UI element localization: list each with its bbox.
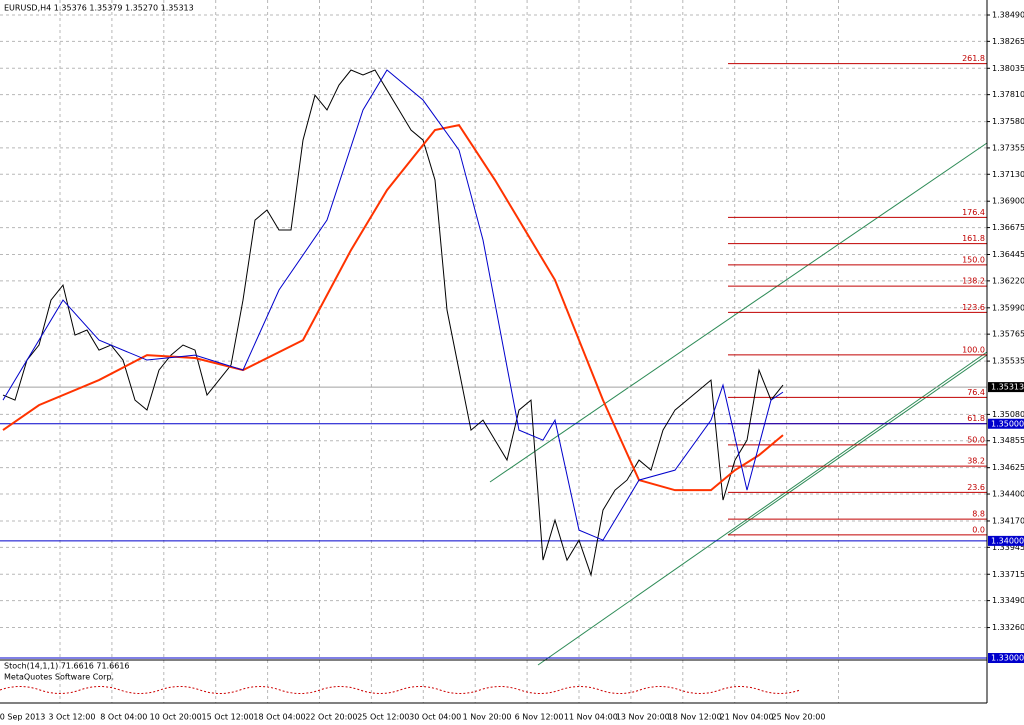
grid bbox=[0, 0, 987, 703]
last-price-label: 1.35313 bbox=[991, 383, 1024, 392]
y-tick-label: 1.34625 bbox=[992, 463, 1024, 472]
y-tick-label: 1.37810 bbox=[992, 90, 1024, 99]
y-tick-label: 1.37355 bbox=[992, 143, 1024, 152]
x-tick-label: 22 Oct 20:00 bbox=[305, 713, 357, 722]
y-tick-label: 1.37130 bbox=[992, 170, 1024, 179]
x-tick-label: 6 Nov 12:00 bbox=[515, 713, 564, 722]
indicator-label: Stoch(14,1,1) 71.6616 71.6616 bbox=[4, 662, 130, 671]
y-tick-label: 1.36675 bbox=[992, 223, 1024, 232]
price-box bbox=[988, 653, 1024, 664]
stoch-signal bbox=[0, 686, 801, 694]
chart-title: EURUSD,H4 1.35376 1.35379 1.35270 1.3531… bbox=[4, 4, 194, 13]
fib-label: 100.0 bbox=[962, 345, 985, 354]
y-tick-label: 1.38490 bbox=[992, 10, 1024, 19]
x-tick-label: 1 Nov 20:00 bbox=[463, 713, 512, 722]
price-box bbox=[988, 535, 1024, 546]
price-series bbox=[2, 69, 784, 541]
fib-label: 123.6 bbox=[962, 303, 985, 312]
y-tick-label: 1.33260 bbox=[992, 623, 1024, 632]
y-tick-label: 1.33715 bbox=[992, 570, 1024, 579]
fib-label: 150.0 bbox=[962, 255, 985, 264]
x-tick-label: 15 Oct 12:00 bbox=[202, 713, 254, 722]
x-tick-label: 30 Sep 2013 bbox=[0, 713, 45, 722]
fib-label: 0.0 bbox=[972, 525, 985, 534]
y-tick-label: 1.35535 bbox=[992, 357, 1024, 366]
y-tick-label: 1.38035 bbox=[992, 64, 1024, 73]
x-tick-label: 18 Oct 04:00 bbox=[253, 713, 305, 722]
x-tick-label: 3 Oct 12:00 bbox=[48, 713, 95, 722]
x-tick-label: 18 Nov 12:00 bbox=[668, 713, 722, 722]
y-tick-label: 1.35990 bbox=[992, 303, 1024, 312]
fib-label: 176.4 bbox=[962, 208, 985, 217]
price-box bbox=[988, 418, 1024, 429]
fib-label: 38.2 bbox=[967, 457, 985, 466]
x-tick-label: 25 Nov 20:00 bbox=[772, 713, 826, 722]
x-tick-label: 30 Oct 04:00 bbox=[409, 713, 461, 722]
y-tick-label: 1.37580 bbox=[992, 117, 1024, 126]
copyright: MetaQuotes Software Corp. bbox=[4, 673, 114, 682]
x-tick-label: 25 Oct 12:00 bbox=[357, 713, 409, 722]
x-tick-label: 21 Nov 04:00 bbox=[720, 713, 774, 722]
fib-label: 138.2 bbox=[962, 277, 985, 286]
y-tick-label: 1.34170 bbox=[992, 516, 1024, 525]
y-tick-label: 1.36900 bbox=[992, 197, 1024, 206]
fib-label: 261.8 bbox=[962, 54, 985, 63]
y-tick-label: 1.38265 bbox=[992, 37, 1024, 46]
y-tick-label: 1.36220 bbox=[992, 276, 1024, 285]
y-tick-label: 1.34400 bbox=[992, 490, 1024, 499]
y-tick-label: 1.35765 bbox=[992, 330, 1024, 339]
y-tick-label: 1.33490 bbox=[992, 596, 1024, 605]
y-tick-label: 1.36445 bbox=[992, 250, 1024, 259]
y-tick-label: 1.33945 bbox=[992, 543, 1024, 552]
fib-label: 8.8 bbox=[972, 510, 985, 519]
last-price-box bbox=[988, 382, 1024, 393]
x-tick-label: 10 Oct 20:00 bbox=[150, 713, 202, 722]
fib-label: 23.6 bbox=[967, 483, 985, 492]
price-box-label: 1.34000 bbox=[991, 536, 1024, 545]
price-series bbox=[2, 69, 784, 578]
fib-label: 61.8 bbox=[967, 414, 985, 423]
channel-lower bbox=[537, 351, 988, 666]
price-series bbox=[2, 123, 784, 492]
price-box-label: 1.35000 bbox=[991, 419, 1024, 428]
x-tick-label: 11 Nov 04:00 bbox=[564, 713, 618, 722]
y-tick-label: 1.34855 bbox=[992, 436, 1024, 445]
fib-label: 50.0 bbox=[967, 435, 985, 444]
x-tick-label: 13 Nov 20:00 bbox=[616, 713, 670, 722]
x-tick-label: 8 Oct 04:00 bbox=[100, 713, 147, 722]
fib-label: 161.8 bbox=[962, 234, 985, 243]
marks bbox=[0, 63, 987, 659]
y-tick-label: 1.35080 bbox=[992, 410, 1024, 419]
price-box-label: 1.33000 bbox=[991, 654, 1024, 663]
fib-label: 76.4 bbox=[967, 388, 985, 397]
